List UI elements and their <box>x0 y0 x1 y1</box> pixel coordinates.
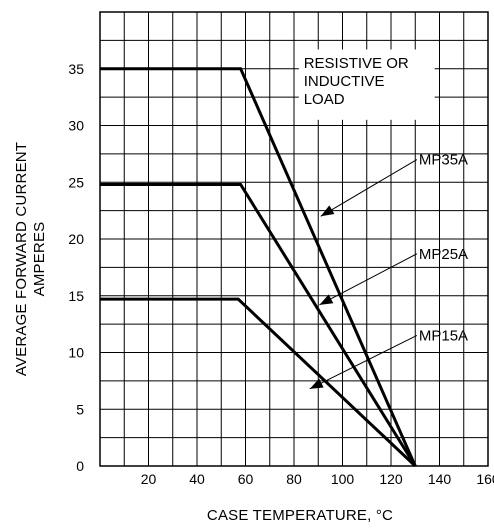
series-arrow-mp25a <box>319 253 418 306</box>
series-arrow-mp15a <box>309 335 418 390</box>
y-tick-label: 0 <box>76 458 84 474</box>
x-tick-label: 160 <box>476 471 494 487</box>
y-tick-label: 5 <box>76 401 84 417</box>
y-tick-label: 35 <box>68 61 84 77</box>
tick-labels: 20 40 60 80 100 120 140 160 0 5 10 15 20 25 30 35 <box>68 61 494 487</box>
x-tick-label: 140 <box>428 471 452 487</box>
y-axis-title: AVERAGE FORWARD CURRENT <box>13 142 30 376</box>
plot-border <box>99 11 489 467</box>
y-tick-label: 25 <box>68 174 84 190</box>
axis-titles: CASE TEMPERATURE, °C AVERAGE FORWARD CURR… <box>13 142 393 524</box>
x-tick-label: 100 <box>331 471 355 487</box>
series-arrowhead-mp25a <box>319 294 334 305</box>
annotation-line: LOAD <box>304 91 345 108</box>
y-tick-label: 20 <box>68 231 84 247</box>
x-tick-label: 40 <box>189 471 205 487</box>
y-axis-title: AMPERES <box>31 222 48 297</box>
series-lines <box>100 67 417 468</box>
x-tick-label: 120 <box>379 471 403 487</box>
series-labels: MP35A MP25A MP15A <box>309 152 468 390</box>
series-line-mp25a <box>100 183 417 467</box>
x-tick-label: 80 <box>286 471 302 487</box>
plot-frame <box>99 11 489 467</box>
annotation-background <box>298 49 435 120</box>
series-arrowhead-mp35a <box>320 205 335 217</box>
annotation-line: RESISTIVE OR <box>304 55 409 72</box>
y-tick-label: 10 <box>68 345 84 361</box>
series-arrow-mp35a <box>320 159 418 217</box>
x-axis-title: CASE TEMPERATURE, °C <box>207 507 393 524</box>
series-label-mp25a: MP25A <box>419 246 468 263</box>
series-line-mp15a <box>100 297 417 468</box>
y-tick-label: 15 <box>68 288 84 304</box>
series-line-mp35a <box>100 67 417 467</box>
x-tick-label: 20 <box>141 471 157 487</box>
series-label-mp35a: MP35A <box>419 152 468 169</box>
y-tick-label: 30 <box>68 118 84 134</box>
x-tick-label: 60 <box>238 471 254 487</box>
series-label-mp15a: MP15A <box>419 327 468 344</box>
annotation-line: INDUCTIVE <box>304 73 385 90</box>
series-arrowhead-mp15a <box>309 378 324 389</box>
